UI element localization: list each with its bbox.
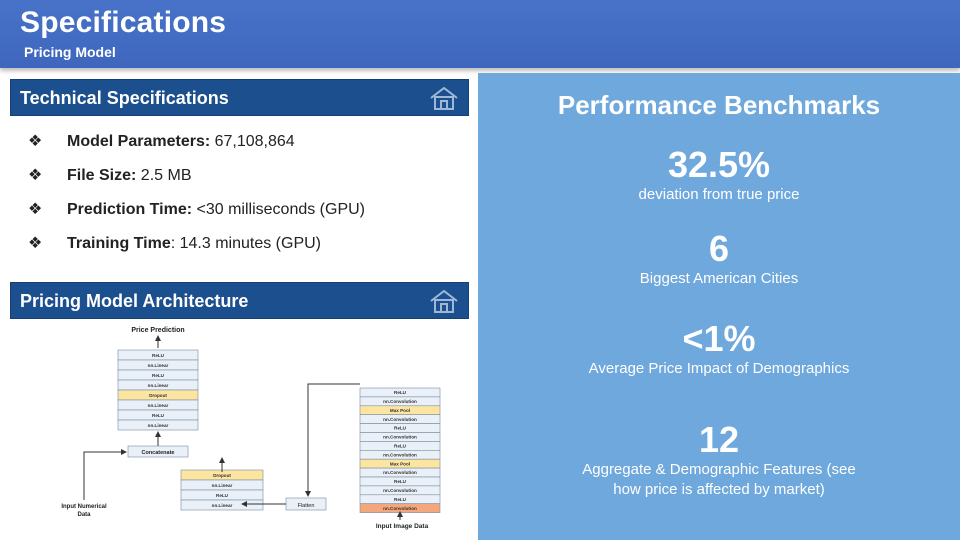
layer-label: nn.Linear [148,363,169,368]
page-subtitle: Pricing Model [24,44,116,60]
layer-box [117,419,199,431]
stat-label: Average Price Impact of Demographics [588,360,850,377]
stat-value: 6 [708,228,730,269]
layer-label: nn.Convolution [383,470,417,475]
stat-label-2: how price is affected by market) [613,481,825,498]
stat-label: Biggest American Cities [639,270,799,287]
layer-label: nn.Linear [148,383,169,388]
layer-label: ReLU [394,426,407,431]
layer-label: ReLU [152,413,165,418]
diamond-bullet-icon: ❖ [28,133,43,150]
layer-label: nn.Convolution [383,399,417,404]
input-image-label: Input Image Data [376,523,429,530]
layer-label: ReLU [394,497,407,502]
layer-label: ReLU [152,353,165,358]
diamond-bullet-icon: ❖ [28,201,43,218]
concatenate-layer [127,445,189,458]
home-icon[interactable] [428,288,460,314]
layer-label: ReLU [394,479,407,484]
arch-bar: Pricing Model Architecture [10,282,469,319]
input-numerical-label: Input Numerical [61,504,107,510]
diamond-bullet-icon: ❖ [28,235,43,252]
stat-block: <1% Average Price Impact of Demographics [478,319,960,379]
spec-item: ❖ Prediction Time: <30 milliseconds (GPU… [28,200,468,234]
tech-spec-title: Technical Specifications [20,88,229,108]
input-numerical-label-2: Data [77,512,91,518]
arch-title: Pricing Model Architecture [20,291,249,311]
layer-label: Max Pool [390,461,410,466]
stat-block: 6 Biggest American Cities [478,229,960,289]
layer-label: nn.Convolution [383,417,417,422]
spec-key: Model Parameters: [67,133,211,150]
spec-value: : 14.3 minutes (GPU) [170,235,322,252]
layer-label: nn.Linear [212,483,233,488]
layer-label: ReLU [394,443,407,448]
layer-label: nn.Linear [212,503,233,508]
layer-label: Dropout [149,393,167,398]
stat-value: 32.5% [667,144,771,185]
tech-spec-bar: Technical Specifications [10,79,469,116]
header-banner: Specifications Pricing Model [0,0,960,68]
stat-value: 12 [698,419,740,460]
layer-label: Dropout [213,473,231,478]
layer-box [180,499,264,511]
stat-label: deviation from true price [638,186,800,203]
tech-spec-list: ❖ Model Parameters: 67,108,864 ❖ File Si… [28,132,468,268]
layer-label: nn.Convolution [383,488,417,493]
diamond-bullet-icon: ❖ [28,167,43,184]
layer-label: nn.Linear [148,423,169,428]
architecture-diagram: Price Prediction ReLU nn.Linear ReLU nn.Lin… [61,327,441,530]
layer-label: nn.Convolution [383,452,417,457]
spec-value: 67,108,864 [210,133,295,150]
home-icon[interactable] [428,85,460,111]
concatenate-label: Concatenate [141,450,174,456]
layer-label: nn.Convolution [383,506,417,511]
layer-label: Max Pool [390,408,410,413]
spec-key: File Size: [67,167,137,184]
stat-block: 12 Aggregate & Demographic Features (see… [478,420,960,500]
spec-item: ❖ File Size: 2.5 MB [28,166,468,200]
stat-label: Aggregate & Demographic Features (see [582,461,856,478]
spec-item: ❖ Training Time: 14.3 minutes (GPU) [28,234,468,268]
spec-key: Training Time [67,235,171,252]
spec-key: Prediction Time: [67,201,193,218]
stat-value: <1% [682,318,756,359]
benchmarks-panel: Performance Benchmarks 32.5% deviation f… [478,73,960,540]
spec-item: ❖ Model Parameters: 67,108,864 [28,132,468,166]
benchmarks-title: Performance Benchmarks [557,90,881,120]
page-title: Specifications [20,6,227,39]
spec-value: 2.5 MB [136,167,192,184]
layer-label: ReLU [152,373,165,378]
layer-label: nn.Convolution [383,435,417,440]
stat-block: 32.5% deviation from true price [478,145,960,205]
layer-label: ReLU [216,493,229,498]
layer-label: ReLU [394,390,407,395]
layer-label: nn.Linear [148,403,169,408]
flatten-label: Flatten [298,503,315,509]
price-prediction-label: Price Prediction [131,327,184,334]
spec-value: <30 milliseconds (GPU) [192,201,366,218]
